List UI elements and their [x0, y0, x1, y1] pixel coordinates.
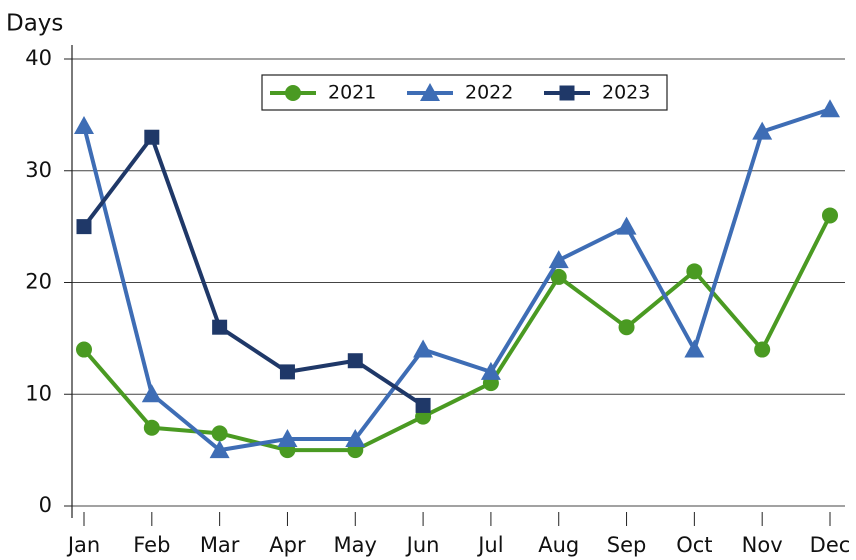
marker [345, 428, 366, 447]
x-tick-label: Oct [676, 533, 712, 557]
legend-label: 2022 [465, 82, 513, 104]
marker [550, 268, 567, 285]
marker [686, 263, 703, 280]
x-tick-label: Jun [405, 533, 440, 557]
legend-label: 2021 [328, 82, 376, 104]
marker [415, 397, 431, 413]
x-tick-label: May [334, 533, 377, 557]
marker [144, 129, 160, 145]
marker [141, 384, 162, 403]
series-line [82, 135, 425, 408]
y-tick-label: 30 [25, 158, 52, 182]
marker [618, 319, 635, 336]
x-tick-label: Aug [538, 533, 579, 557]
y-tick-label: 20 [25, 270, 52, 294]
x-tick-label: Jan [66, 533, 100, 557]
x-tick-label: Jul [476, 533, 503, 557]
marker [76, 341, 92, 358]
x-tick-label: Sep [607, 533, 647, 557]
marker [752, 121, 773, 140]
marker [212, 319, 228, 335]
x-tick-label: Feb [133, 533, 170, 557]
marker [277, 428, 298, 447]
marker [209, 440, 230, 459]
marker [285, 85, 301, 101]
y-tick-label: 10 [25, 381, 52, 405]
marker [480, 361, 501, 380]
marker [143, 419, 160, 436]
marker [76, 219, 92, 235]
marker [413, 339, 434, 358]
marker [822, 207, 838, 224]
x-tick-label: Nov [742, 533, 783, 557]
series-line [82, 214, 832, 453]
y-tick-label: 0 [39, 493, 52, 517]
legend-label: 2023 [602, 82, 650, 104]
marker [211, 425, 228, 442]
x-tick-label: Apr [269, 533, 306, 557]
marker [420, 83, 440, 101]
series-line [82, 107, 831, 453]
marker [347, 353, 363, 369]
y-axis-label: Days [6, 11, 63, 37]
marker [754, 341, 771, 358]
legend-box [261, 74, 668, 111]
marker [74, 116, 94, 135]
marker [279, 364, 295, 380]
y-tick-label: 40 [25, 46, 52, 70]
x-tick-label: Dec [810, 533, 851, 557]
marker [684, 339, 705, 358]
marker [548, 250, 569, 269]
x-tick-label: Mar [200, 533, 240, 557]
marker [559, 85, 575, 101]
marker [616, 216, 637, 235]
marker [820, 99, 840, 118]
